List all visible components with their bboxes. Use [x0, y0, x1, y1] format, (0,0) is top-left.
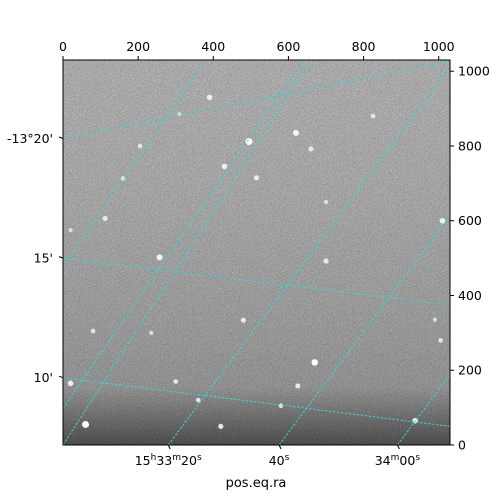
ra-grid-line-0 — [167, 67, 450, 445]
star-23 — [438, 337, 443, 343]
star-14 — [439, 217, 446, 224]
y-right-tick-label-2: 400 — [458, 288, 482, 303]
star-12 — [156, 254, 163, 261]
x-top-tick-label-2: 400 — [201, 39, 225, 54]
star-21 — [218, 423, 224, 429]
dec-tick-1 — [58, 256, 64, 259]
y-right-tick-label-3: 600 — [458, 213, 482, 228]
star-0 — [245, 137, 253, 145]
star-4 — [221, 163, 228, 170]
star-19 — [149, 330, 154, 335]
star-17 — [295, 383, 301, 389]
star-8 — [323, 199, 329, 205]
x-bottom-axis: 15h33m20s 40s 34m00s — [135, 444, 421, 468]
star-11 — [68, 227, 73, 233]
ra-grid-line-2 — [396, 374, 450, 445]
star-9 — [120, 176, 126, 181]
star-layer — [67, 94, 446, 429]
x-top-tick-label-5: 1000 — [423, 39, 455, 54]
x-top-axis: 0 200 400 600 800 1000 — [59, 39, 455, 60]
ra-grid-line-upper-0 — [63, 60, 304, 409]
star-10 — [102, 215, 108, 222]
x-axis-title: pos.eq.ra — [226, 476, 287, 491]
coordinate-grid — [63, 60, 450, 445]
ra-tick-2 — [396, 444, 400, 450]
dec-grid-line-extra-0 — [63, 60, 312, 445]
ra-tick-label-2: 34m00s — [375, 453, 421, 468]
star-18 — [90, 328, 96, 334]
star-16 — [311, 359, 319, 366]
image-shading — [63, 60, 450, 445]
y-right-axis: 0 200 400 600 800 1000 — [450, 64, 490, 453]
star-1 — [206, 94, 213, 101]
dec-grid-line-0 — [63, 61, 450, 139]
image-layer — [63, 60, 450, 445]
dec-grid-line-1 — [63, 257, 450, 306]
dec-tick-label-2: 10' — [34, 370, 53, 385]
y-left-axis: -13°20' 15' 10' — [7, 131, 64, 385]
plot-frame — [62, 59, 451, 446]
y-right-tick-label-0: 0 — [458, 438, 466, 453]
star-2 — [292, 129, 299, 136]
dec-tick-label-1: 15' — [34, 251, 53, 266]
star-29 — [173, 379, 179, 384]
x-top-tick-label-1: 200 — [126, 39, 150, 54]
star-7 — [370, 113, 376, 119]
ra-grid-line-1 — [278, 215, 450, 445]
x-top-tick-label-4: 800 — [352, 39, 376, 54]
ra-tick-1 — [278, 444, 282, 450]
star-15 — [240, 317, 246, 323]
star-3 — [308, 146, 314, 152]
x-top-tick-label-0: 0 — [59, 39, 67, 54]
star-6 — [253, 175, 260, 181]
ra-tick-0 — [167, 444, 171, 450]
star-5 — [137, 143, 143, 149]
star-26 — [67, 380, 74, 387]
x-top-tick-label-3: 600 — [277, 39, 301, 54]
dec-tick-2 — [58, 375, 64, 379]
dec-grid-line-2 — [63, 377, 450, 427]
star-24 — [195, 397, 201, 403]
ra-tick-label-0: 15h33m20s — [135, 453, 202, 468]
star-13 — [323, 258, 329, 264]
ra-tick-label-1: 40s — [269, 453, 290, 468]
dec-tick-label-0: -13°20' — [7, 131, 53, 146]
star-28 — [432, 317, 438, 322]
y-right-tick-label-1: 200 — [458, 363, 482, 378]
star-20 — [82, 420, 90, 428]
dec-tick-0 — [58, 136, 64, 139]
ra-grid-line-upper-1 — [63, 60, 207, 268]
y-right-tick-label-4: 800 — [458, 138, 482, 153]
y-right-tick-label-5: 1000 — [458, 64, 490, 79]
